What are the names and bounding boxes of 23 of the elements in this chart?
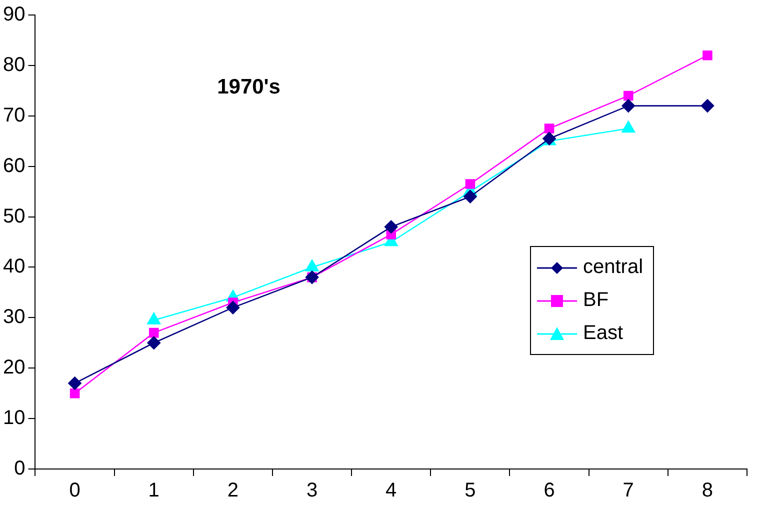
y-tick-label: 70 — [2, 104, 26, 126]
y-tick-label: 30 — [2, 306, 26, 328]
legend-label: East — [583, 322, 624, 345]
y-tick-label: 0 — [14, 458, 26, 480]
text: 1970's — [217, 75, 280, 98]
x-tick-label: 0 — [69, 480, 80, 502]
legend-label: BF — [583, 289, 609, 312]
x-tick-label: 1 — [148, 480, 160, 502]
y-tick-label: 10 — [2, 407, 26, 430]
x-tick-label: 2 — [227, 480, 239, 502]
y-tick-label: 20 — [2, 356, 26, 379]
x-tick-label: 4 — [386, 480, 397, 502]
legend-label: central — [583, 256, 644, 279]
y-tick-label: 50 — [2, 205, 26, 228]
x-tick-label: 5 — [464, 480, 476, 502]
y-tick-label: 60 — [2, 154, 26, 177]
x-tick-label: 3 — [306, 480, 318, 502]
x-tick-label: 6 — [544, 480, 555, 502]
y-tick-label: 40 — [2, 256, 26, 278]
y-tick-label: 90 — [2, 4, 26, 26]
x-tick-label: 8 — [702, 480, 714, 502]
x-tick-label: 7 — [622, 480, 634, 502]
y-tick-label: 80 — [2, 54, 26, 76]
